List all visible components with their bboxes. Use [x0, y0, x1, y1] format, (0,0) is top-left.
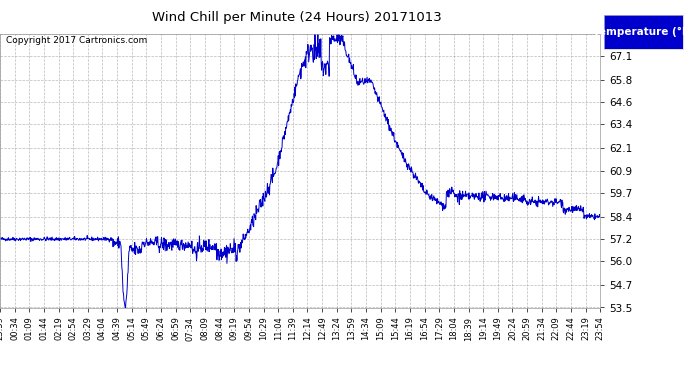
Text: Wind Chill per Minute (24 Hours) 20171013: Wind Chill per Minute (24 Hours) 2017101… [152, 11, 442, 24]
Text: Copyright 2017 Cartronics.com: Copyright 2017 Cartronics.com [6, 36, 147, 45]
Text: Temperature (°F): Temperature (°F) [593, 27, 690, 37]
